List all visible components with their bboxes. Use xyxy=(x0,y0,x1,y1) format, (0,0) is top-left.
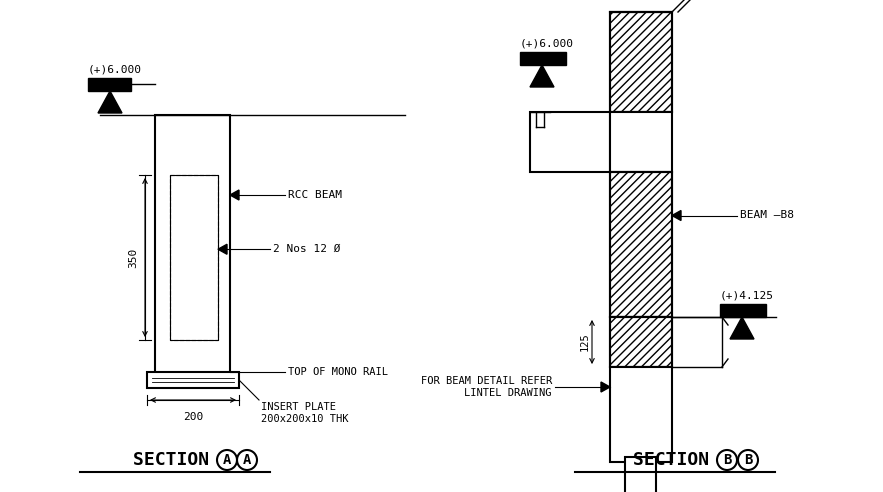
Bar xyxy=(170,175,218,340)
Polygon shape xyxy=(230,190,239,200)
Bar xyxy=(610,172,672,317)
Polygon shape xyxy=(530,65,554,87)
Text: (+)4.125: (+)4.125 xyxy=(720,291,774,301)
Bar xyxy=(610,317,672,367)
Text: SECTION: SECTION xyxy=(133,451,220,469)
Bar xyxy=(720,304,766,317)
Bar xyxy=(610,367,672,462)
Polygon shape xyxy=(601,382,610,392)
Bar xyxy=(520,52,566,65)
Bar xyxy=(530,112,610,172)
Text: TOP OF MONO RAIL: TOP OF MONO RAIL xyxy=(288,367,388,377)
Text: RCC BEAM: RCC BEAM xyxy=(288,190,342,200)
Bar xyxy=(155,115,230,373)
Text: SECTION: SECTION xyxy=(633,451,720,469)
Bar xyxy=(610,317,672,367)
Text: B: B xyxy=(723,453,731,467)
Text: (+)6.000: (+)6.000 xyxy=(520,39,574,49)
Text: 2 Nos 12 Ø: 2 Nos 12 Ø xyxy=(273,244,341,254)
Text: FOR BEAM DETAIL REFER
LINTEL DRAWING: FOR BEAM DETAIL REFER LINTEL DRAWING xyxy=(421,376,552,398)
Text: A: A xyxy=(223,453,231,467)
Bar xyxy=(170,175,218,340)
Polygon shape xyxy=(672,211,681,220)
Bar xyxy=(610,172,672,317)
Text: INSERT PLATE
200x200x10 THK: INSERT PLATE 200x200x10 THK xyxy=(261,402,349,424)
Bar xyxy=(610,112,672,172)
Text: 125: 125 xyxy=(580,333,590,351)
Text: 200: 200 xyxy=(183,412,203,422)
Bar xyxy=(147,372,239,388)
Text: B: B xyxy=(743,453,752,467)
Text: 350: 350 xyxy=(128,247,138,268)
Bar xyxy=(88,78,131,91)
Text: A: A xyxy=(243,453,251,467)
Bar xyxy=(610,12,672,112)
Text: BEAM –B8: BEAM –B8 xyxy=(740,211,794,220)
Bar xyxy=(625,457,656,492)
Polygon shape xyxy=(730,317,754,339)
Text: (+)6.000: (+)6.000 xyxy=(88,65,142,75)
Bar xyxy=(610,12,672,112)
Polygon shape xyxy=(218,244,227,254)
Polygon shape xyxy=(98,91,122,113)
